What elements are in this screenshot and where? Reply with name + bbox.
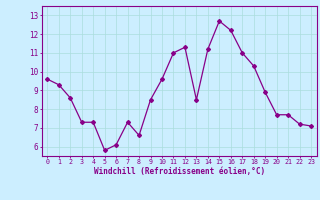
X-axis label: Windchill (Refroidissement éolien,°C): Windchill (Refroidissement éolien,°C) <box>94 167 265 176</box>
